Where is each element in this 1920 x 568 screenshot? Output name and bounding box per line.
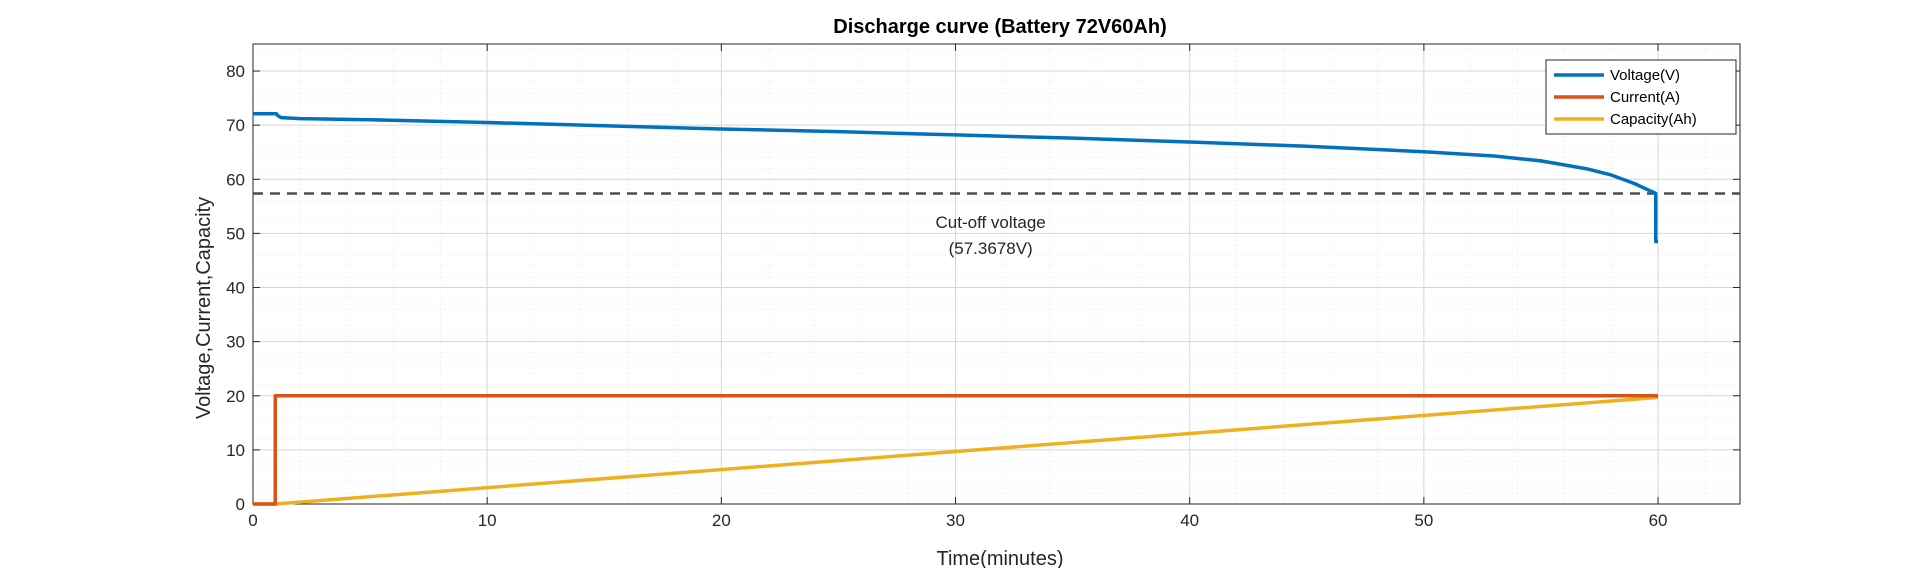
cutoff-annotation-line: Cut-off voltage	[936, 213, 1046, 232]
y-tick-label: 0	[236, 495, 245, 514]
y-tick-label: 70	[226, 116, 245, 135]
y-tick-label: 20	[226, 387, 245, 406]
x-tick-label: 30	[946, 511, 965, 530]
series-line-current-a	[253, 394, 1659, 506]
legend: Voltage(V) Current(A) Capacity(Ah)	[1545, 59, 1737, 135]
x-tick-label: 10	[478, 511, 497, 530]
x-tick-label: 50	[1414, 511, 1433, 530]
plot-background	[253, 44, 1740, 504]
y-tick-label: 10	[226, 441, 245, 460]
cutoff-annotation: Cut-off voltage (57.3678V)	[936, 213, 1046, 258]
x-tick-label: 60	[1649, 511, 1668, 530]
legend-entry: Voltage(V)	[1610, 67, 1680, 84]
plot-area: 0 10 20 30 40 50 60 0 10 20 30 40 50 60 70 80 Cut-off vo…	[226, 43, 1741, 530]
legend-entry: Current(A)	[1610, 89, 1680, 106]
x-tick-label: 20	[712, 511, 731, 530]
y-axis-title: Voltage,Current,Capacity	[193, 197, 215, 419]
y-tick-label: 60	[226, 170, 245, 189]
y-tick-label: 50	[226, 224, 245, 243]
y-tick-label: 30	[226, 333, 245, 352]
cutoff-annotation-line: (57.3678V)	[949, 239, 1033, 258]
x-tick-label: 0	[248, 511, 257, 530]
axes-box	[252, 43, 1741, 505]
x-tick-label: 40	[1180, 511, 1199, 530]
y-tick-label: 80	[226, 62, 245, 81]
chart-title: Discharge curve (Battery 72V60Ah)	[833, 16, 1166, 38]
series-line-voltage-v	[253, 112, 1659, 244]
y-tick-label: 40	[226, 279, 245, 298]
x-axis-title: Time(minutes)	[936, 548, 1063, 568]
legend-entry: Capacity(Ah)	[1610, 111, 1697, 128]
